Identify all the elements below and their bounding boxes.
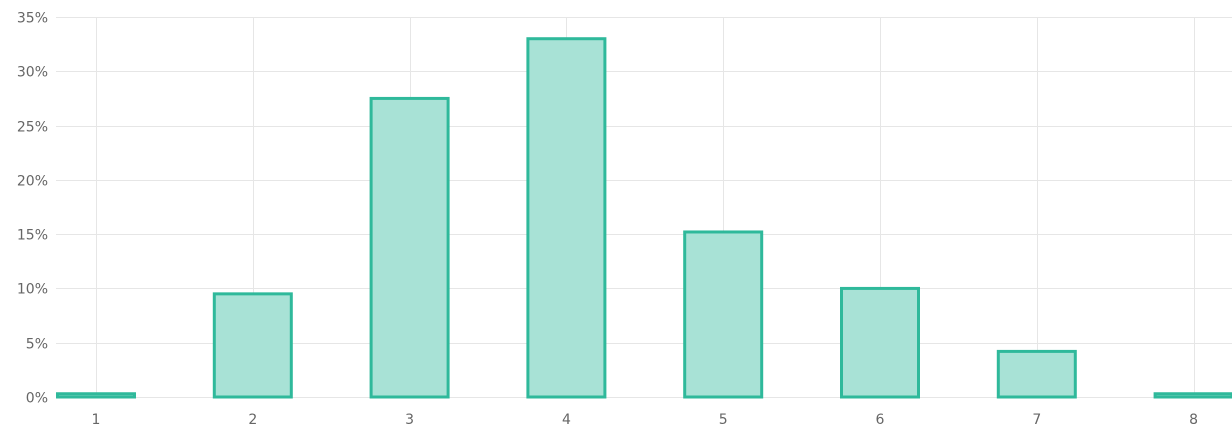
x-tick-label: 5 bbox=[719, 412, 728, 428]
x-tick-label: 6 bbox=[876, 412, 885, 428]
bar-1[interactable] bbox=[56, 392, 136, 399]
x-tick-label: 8 bbox=[1189, 412, 1198, 428]
x-tick-label: 2 bbox=[248, 412, 257, 428]
y-tick-label: 5% bbox=[26, 337, 48, 353]
x-tick-label: 7 bbox=[1032, 412, 1041, 428]
y-axis-ticks: 0% 5% 10% 15% 20% 25% 30% 35% bbox=[17, 11, 48, 407]
y-tick-label: 15% bbox=[17, 228, 48, 244]
bar-4[interactable] bbox=[526, 37, 607, 399]
bar-8[interactable] bbox=[1153, 392, 1232, 399]
bar-2[interactable] bbox=[212, 292, 293, 399]
y-tick-label: 30% bbox=[17, 65, 48, 81]
bar-3[interactable] bbox=[369, 96, 450, 399]
y-tick-label: 10% bbox=[17, 282, 48, 298]
x-tick-label: 3 bbox=[405, 412, 414, 428]
x-axis-ticks: 1 2 3 4 5 6 7 8 bbox=[92, 412, 1199, 428]
y-tick-label: 0% bbox=[26, 391, 48, 407]
y-tick-label: 20% bbox=[17, 174, 48, 190]
bar-5[interactable] bbox=[683, 230, 764, 399]
x-tick-label: 1 bbox=[92, 412, 101, 428]
bar-6[interactable] bbox=[840, 286, 920, 399]
bar-7[interactable] bbox=[996, 349, 1077, 399]
x-tick-label: 4 bbox=[562, 412, 571, 428]
y-tick-label: 25% bbox=[17, 120, 48, 136]
bar-layer bbox=[56, 37, 1232, 399]
y-tick-label: 35% bbox=[17, 11, 48, 27]
